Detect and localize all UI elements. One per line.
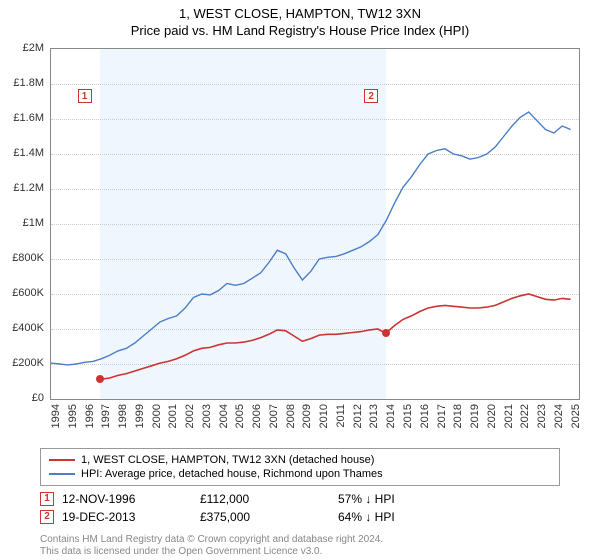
x-tick-label: 2013 [368,404,380,428]
x-tick-label: 1999 [134,404,146,428]
title-sub: Price paid vs. HM Land Registry's House … [0,21,600,38]
sale-row-price: £375,000 [200,510,330,524]
x-tick-label: 2017 [436,404,448,428]
y-tick-label: £1.2M [13,182,44,194]
y-tick-label: £800K [12,252,44,264]
chart-svg [51,49,579,399]
sale-row-price: £112,000 [200,492,330,506]
footer-line-2: This data is licensed under the Open Gov… [40,546,383,558]
x-tick-label: 2005 [234,404,246,428]
x-tick-label: 2010 [318,404,330,428]
y-tick-label: £1.4M [13,147,44,159]
y-tick-label: £400K [12,322,44,334]
x-tick-label: 2006 [251,404,263,428]
x-tick-label: 2018 [452,404,464,428]
sale-point-1 [96,375,104,383]
sale-row-pct: 57% ↓ HPI [338,492,458,506]
chart-container: 1, WEST CLOSE, HAMPTON, TW12 3XN Price p… [0,0,600,560]
x-tick-label: 2003 [201,404,213,428]
sale-marker-1: 1 [78,89,92,103]
x-tick-label: 2001 [167,404,179,428]
x-tick-label: 2015 [402,404,414,428]
x-tick-label: 2012 [352,404,364,428]
series-property [100,294,571,379]
footer-line-1: Contains HM Land Registry data © Crown c… [40,534,383,546]
y-axis: £0£200K£400K£600K£800K£1M£1.2M£1.4M£1.6M… [0,48,48,400]
footer-attribution: Contains HM Land Registry data © Crown c… [40,534,383,558]
sale-row: 1 12-NOV-1996 £112,000 57% ↓ HPI [40,490,560,508]
sale-row-marker: 2 [40,510,54,524]
x-tick-label: 1994 [50,404,62,428]
x-tick-label: 2021 [503,404,515,428]
x-tick-label: 2019 [469,404,481,428]
sale-row-marker: 1 [40,492,54,506]
x-tick-label: 2020 [486,404,498,428]
x-tick-label: 2004 [218,404,230,428]
x-tick-label: 2014 [385,404,397,428]
y-tick-label: £1.8M [13,77,44,89]
x-tick-label: 2022 [519,404,531,428]
x-tick-label: 2008 [285,404,297,428]
sale-row-date: 12-NOV-1996 [62,492,192,506]
legend-swatch [49,473,75,475]
series-hpi [51,112,571,365]
x-tick-label: 2000 [151,404,163,428]
x-tick-label: 2007 [268,404,280,428]
legend-label: 1, WEST CLOSE, HAMPTON, TW12 3XN (detach… [81,454,374,466]
y-tick-label: £200K [12,357,44,369]
x-tick-label: 1995 [67,404,79,428]
title-main: 1, WEST CLOSE, HAMPTON, TW12 3XN [0,0,600,21]
x-tick-label: 1998 [117,404,129,428]
legend-row: 1, WEST CLOSE, HAMPTON, TW12 3XN (detach… [49,453,551,467]
sale-row: 2 19-DEC-2013 £375,000 64% ↓ HPI [40,508,560,526]
x-tick-label: 2023 [536,404,548,428]
legend-label: HPI: Average price, detached house, Rich… [81,468,383,480]
legend-swatch [49,459,75,461]
sale-marker-2: 2 [364,89,378,103]
x-axis: 1994 1995 1996 1997 1998 1999 2000 2001 2002 2003… [50,400,580,450]
sale-point-2 [382,329,390,337]
x-tick-label: 2025 [570,404,582,428]
x-tick-label: 1996 [84,404,96,428]
sale-row-date: 19-DEC-2013 [62,510,192,524]
x-tick-label: 1997 [100,404,112,428]
x-tick-label: 2002 [184,404,196,428]
y-tick-label: £2M [23,42,44,54]
plot-area: 12 [50,48,580,400]
x-tick-label: 2024 [553,404,565,428]
legend-row: HPI: Average price, detached house, Rich… [49,467,551,481]
y-tick-label: £600K [12,287,44,299]
x-tick-label: 2011 [335,404,347,428]
sales-table: 1 12-NOV-1996 £112,000 57% ↓ HPI 2 19-DEC-201… [40,490,560,526]
x-tick-label: 2016 [419,404,431,428]
sale-row-pct: 64% ↓ HPI [338,510,458,524]
y-tick-label: £1M [23,217,44,229]
legend: 1, WEST CLOSE, HAMPTON, TW12 3XN (detach… [40,448,560,486]
y-tick-label: £0 [32,392,44,404]
y-tick-label: £1.6M [13,112,44,124]
x-tick-label: 2009 [301,404,313,428]
